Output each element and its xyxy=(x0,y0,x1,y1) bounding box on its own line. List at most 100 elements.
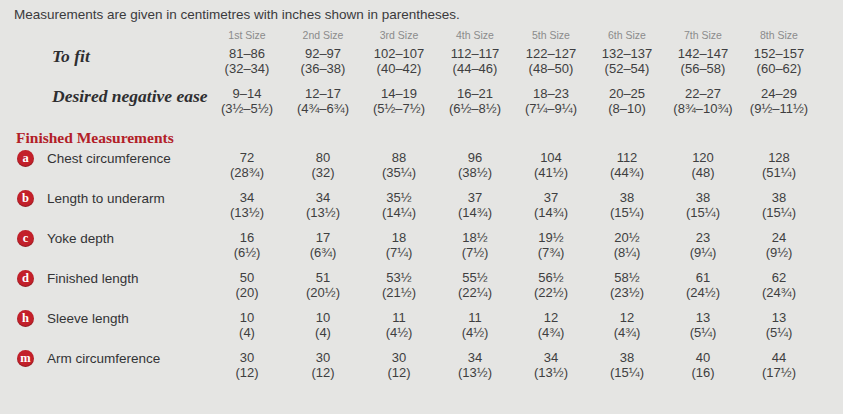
value-cell: 10 (4) xyxy=(285,310,361,340)
value-in: (15¼) xyxy=(610,205,644,220)
value-cell: 37 (14¾) xyxy=(437,190,513,220)
value-in: (12) xyxy=(311,365,334,380)
value-cell: 12–17 (4¾–6¾) xyxy=(285,86,361,116)
header-spacer xyxy=(0,29,209,42)
size-header-row: 1st Size 2nd Size 3rd Size 4th Size 5th … xyxy=(0,29,843,42)
row-label-cell: h Sleeve length xyxy=(0,310,209,340)
measurement-row-chest: a Chest circumference 72 (28¾) 80 (32) 8… xyxy=(0,150,843,190)
value-cell: 34 (13½) xyxy=(209,190,285,220)
value-in: (36–38) xyxy=(301,61,346,76)
value-in: (12) xyxy=(387,365,410,380)
value-cm: 72 xyxy=(240,150,254,165)
value-cm: 61 xyxy=(696,270,710,285)
value-cm: 14–19 xyxy=(381,86,417,101)
value-cm: 10 xyxy=(240,310,254,325)
value-in: (14¾) xyxy=(458,205,492,220)
value-cell: 120 (48) xyxy=(665,150,741,180)
value-cell: 34 (13½) xyxy=(437,350,513,380)
value-cell: 9–14 (3½–5½) xyxy=(209,86,285,116)
value-cm: 35½ xyxy=(386,190,411,205)
value-cell: 96 (38½) xyxy=(437,150,513,180)
value-cm: 122–127 xyxy=(526,46,577,61)
value-cell: 20–25 (8–10) xyxy=(589,86,665,116)
value-in: (41½) xyxy=(534,165,568,180)
value-cm: 112 xyxy=(617,150,638,165)
value-cell: 112–117 (44–46) xyxy=(437,46,513,76)
value-in: (8¾–10¾) xyxy=(673,101,732,116)
value-cell: 24–29 (9½–11½) xyxy=(741,86,817,116)
measurement-row-underarm: b Length to underarm 34 (13½) 34 (13½) 3… xyxy=(0,190,843,230)
value-cm: 19½ xyxy=(538,230,563,245)
value-in: (20) xyxy=(235,285,258,300)
value-in: (35¼) xyxy=(382,165,416,180)
value-cm: 128 xyxy=(768,150,790,165)
value-cm: 11 xyxy=(468,310,482,325)
intro-text: Measurements are given in centimetres wi… xyxy=(14,6,843,23)
value-cell: 61 (24½) xyxy=(665,270,741,300)
value-in: (9½) xyxy=(766,245,793,260)
value-cm: 24 xyxy=(772,230,786,245)
row-label: Yoke depth xyxy=(47,231,114,247)
value-cell: 37 (14¾) xyxy=(513,190,589,220)
measurement-row-sleeve: h Sleeve length 10 (4) 10 (4) 11 (4½) 11… xyxy=(0,310,843,350)
value-cell: 22–27 (8¾–10¾) xyxy=(665,86,741,116)
value-cell: 80 (32) xyxy=(285,150,361,180)
value-cm: 20–25 xyxy=(609,86,645,101)
value-cm: 34 xyxy=(468,350,482,365)
negative-ease-row: Desired negative ease 9–14 (3½–5½) 12–17… xyxy=(0,86,843,126)
row-label: Arm circumference xyxy=(47,351,160,367)
value-cm: 13 xyxy=(696,310,710,325)
value-cell: 13 (5¼) xyxy=(741,310,817,340)
value-in: (21½) xyxy=(382,285,416,300)
to-fit-row: To fit 81–86 (32–34) 92–97 (36–38) 102–1… xyxy=(0,46,843,86)
value-cell: 30 (12) xyxy=(361,350,437,380)
value-cell: 38 (15¼) xyxy=(665,190,741,220)
value-cm: 18 xyxy=(392,230,406,245)
value-cm: 16 xyxy=(240,230,254,245)
value-in: (48–50) xyxy=(529,61,574,76)
value-cell: 56½ (22½) xyxy=(513,270,589,300)
row-label-cell: d Finished length xyxy=(0,270,209,300)
row-label-cell: m Arm circumference xyxy=(0,350,209,380)
value-cm: 30 xyxy=(316,350,330,365)
value-in: (7¼) xyxy=(386,245,413,260)
value-in: (44–46) xyxy=(453,61,498,76)
value-in: (7¼–9¼) xyxy=(525,101,577,116)
value-cm: 55½ xyxy=(462,270,487,285)
value-in: (13½) xyxy=(534,365,568,380)
row-label: Length to underarm xyxy=(47,191,165,207)
value-cell: 17 (6¾) xyxy=(285,230,361,260)
value-in: (60–62) xyxy=(757,61,802,76)
value-cell: 51 (20½) xyxy=(285,270,361,300)
value-in: (6½) xyxy=(234,245,261,260)
value-cell: 12 (4¾) xyxy=(589,310,665,340)
value-cell: 38 (15¼) xyxy=(589,350,665,380)
size-header-5: 5th Size xyxy=(513,29,589,42)
value-in: (15¼) xyxy=(762,205,796,220)
value-cm: 12 xyxy=(544,310,558,325)
row-label: Finished length xyxy=(47,271,139,287)
value-in: (4¾) xyxy=(538,325,565,340)
value-cm: 22–27 xyxy=(685,86,721,101)
measure-key-badge-h: h xyxy=(17,310,34,327)
value-in: (5¼) xyxy=(690,325,717,340)
value-cm: 44 xyxy=(772,350,786,365)
value-cm: 104 xyxy=(540,150,562,165)
value-in: (16) xyxy=(691,365,714,380)
value-cell: 38 (15¼) xyxy=(741,190,817,220)
value-cm: 18½ xyxy=(462,230,487,245)
value-cm: 12–17 xyxy=(305,86,341,101)
value-cm: 112–117 xyxy=(451,46,500,61)
row-label: Sleeve length xyxy=(47,311,129,327)
value-in: (8¼) xyxy=(614,245,641,260)
value-in: (3½–5½) xyxy=(221,101,273,116)
value-cm: 20½ xyxy=(614,230,639,245)
value-cell: 30 (12) xyxy=(209,350,285,380)
value-cm: 152–157 xyxy=(754,46,805,61)
value-cell: 132–137 (52–54) xyxy=(589,46,665,76)
measure-key-badge-a: a xyxy=(17,150,34,167)
value-cm: 38 xyxy=(696,190,710,205)
size-header-4: 4th Size xyxy=(437,29,513,42)
value-in: (5½–7½) xyxy=(373,101,425,116)
value-in: (9¼) xyxy=(690,245,717,260)
